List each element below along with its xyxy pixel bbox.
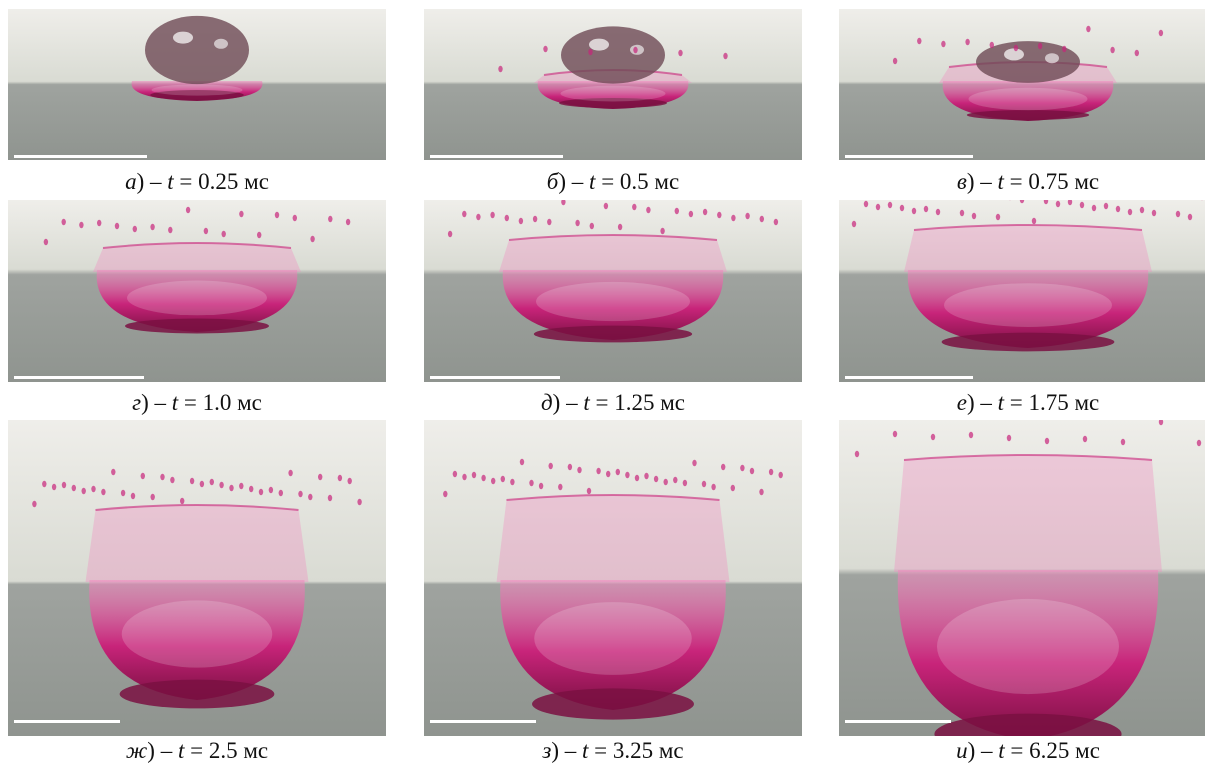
caption-f: е) – t = 1.75 мс — [956, 390, 1100, 415]
photo-c — [839, 9, 1205, 160]
photo-d — [8, 200, 386, 382]
photo-h — [424, 420, 802, 736]
caption-g: ж) – t = 2.5 мс — [125, 738, 269, 763]
photo-i — [839, 420, 1205, 736]
caption-i: и) – t = 6.25 мс — [956, 738, 1100, 763]
photo-b — [424, 9, 802, 160]
photo-e — [424, 200, 802, 382]
caption-e: д) – t = 1.25 мс — [541, 390, 685, 415]
photo-f — [839, 200, 1205, 382]
caption-b: б) – t = 0.5 мс — [546, 169, 680, 194]
caption-d: г) – t = 1.0 мс — [132, 390, 262, 415]
caption-a: а) – t = 0.25 мс — [125, 169, 269, 194]
photo-a — [8, 9, 386, 160]
caption-h: з) – t = 3.25 мс — [542, 738, 684, 763]
photo-g — [8, 420, 386, 736]
caption-c: в) – t = 0.75 мс — [956, 169, 1100, 194]
